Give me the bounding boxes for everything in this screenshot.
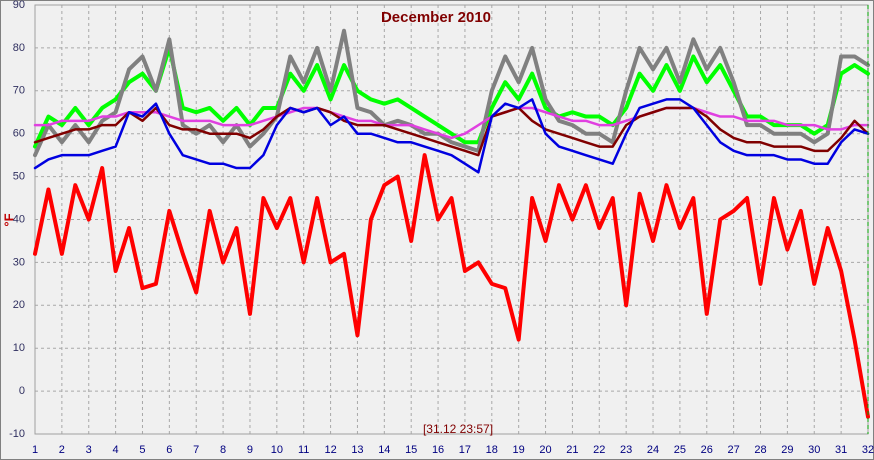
y-tick-label: 10 [13,342,25,354]
x-tick-label: 29 [781,444,793,456]
x-tick-label: 8 [220,444,226,456]
x-tick-label: 25 [674,444,686,456]
x-tick-label: 9 [247,444,253,456]
chart-title: December 2010 [381,9,491,26]
x-tick-label: 18 [486,444,498,456]
x-tick-label: 1 [32,444,38,456]
x-tick-label: 27 [728,444,740,456]
y-tick-label: 80 [13,42,25,54]
series-line [33,106,870,140]
series-line [33,106,870,157]
y-tick-label: 30 [13,256,25,268]
x-tick-label: 30 [808,444,820,456]
x-tick-label: 3 [86,444,92,456]
x-tick-label: 5 [139,444,145,456]
x-tick-label: 26 [701,444,713,456]
x-tick-label: 17 [459,444,471,456]
x-tick-label: 20 [539,444,551,456]
x-tick-label: 19 [513,444,525,456]
y-tick-label: 20 [13,299,25,311]
series-line [33,28,870,158]
series-line [33,98,870,174]
x-tick-label: 2 [59,444,65,456]
y-tick-label: 0 [19,385,25,397]
x-tick-label: 14 [378,444,390,456]
x-tick-label: 6 [166,444,172,456]
series-line [33,153,870,419]
x-tick-label: 15 [405,444,417,456]
x-tick-label: 4 [113,444,119,456]
x-tick-label: 32 [862,444,874,456]
y-tick-label: 40 [13,213,25,225]
x-tick-label: 10 [271,444,283,456]
x-tick-label: 22 [593,444,605,456]
plot-border [34,4,869,435]
y-tick-label: 90 [13,0,25,11]
y-tick-label: 60 [13,128,25,140]
x-tick-label: 16 [432,444,444,456]
y-tick-label: -10 [9,428,25,440]
x-tick-label: 21 [566,444,578,456]
x-tick-label: 7 [193,444,199,456]
y-tick-label: 70 [13,85,25,97]
x-tick-label: 28 [754,444,766,456]
x-tick-label: 23 [620,444,632,456]
y-axis-label: °F [1,213,16,226]
x-tick-label: 13 [351,444,363,456]
x-tick-label: 11 [298,444,309,456]
y-tick-label: 50 [13,171,25,183]
annotation: [31.12 23:57] [423,422,493,436]
x-tick-label: 24 [647,444,659,456]
lines [33,28,870,419]
x-tick-label: 31 [835,444,847,456]
x-tick-label: 12 [324,444,336,456]
grid [34,4,869,435]
